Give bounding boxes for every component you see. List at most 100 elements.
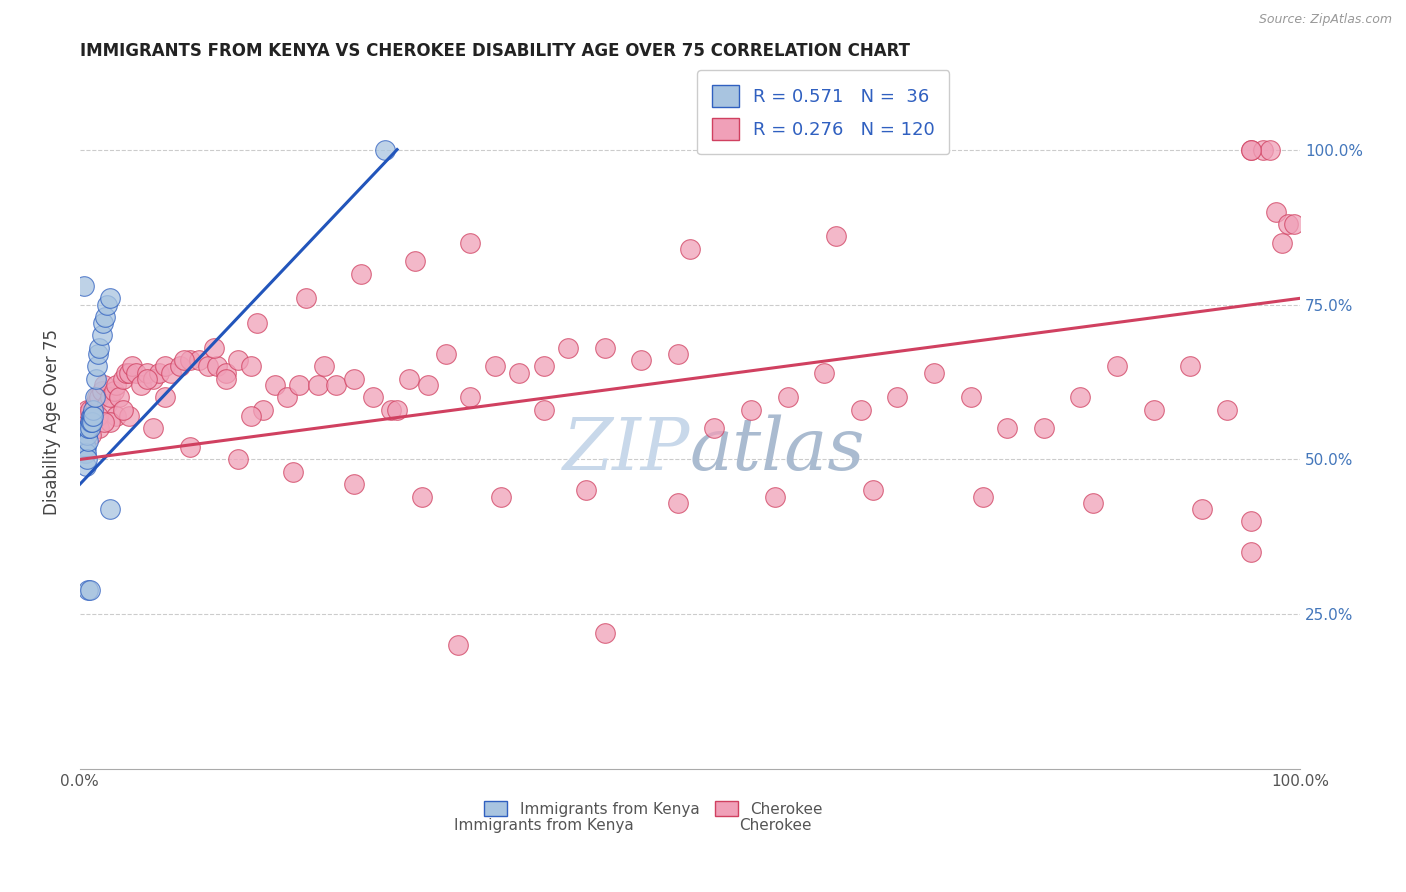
- Legend: Immigrants from Kenya, Cherokee: Immigrants from Kenya, Cherokee: [477, 793, 830, 824]
- Point: [215, 366, 238, 380]
- Point: [82, 409, 104, 423]
- Point: [416, 378, 439, 392]
- Point: [80, 409, 103, 423]
- Point: [288, 378, 311, 392]
- Point: [77, 434, 100, 448]
- Point: [325, 378, 347, 392]
- Point: [173, 353, 195, 368]
- Point: [89, 341, 111, 355]
- Point: [1258, 143, 1281, 157]
- Point: [239, 409, 262, 423]
- Point: [93, 415, 115, 429]
- Point: [434, 347, 457, 361]
- Point: [533, 402, 555, 417]
- Point: [79, 421, 101, 435]
- Point: [1240, 515, 1263, 529]
- Point: [1277, 217, 1299, 231]
- Point: [87, 347, 110, 361]
- Point: [89, 391, 111, 405]
- Point: [666, 496, 689, 510]
- Point: [1032, 421, 1054, 435]
- Point: [179, 353, 201, 368]
- Point: [215, 372, 238, 386]
- Point: [972, 490, 994, 504]
- Point: [148, 366, 170, 380]
- Point: [72, 434, 94, 448]
- Point: [197, 359, 219, 374]
- Point: [76, 421, 98, 435]
- Text: Cherokee: Cherokee: [740, 818, 811, 833]
- Point: [276, 391, 298, 405]
- Point: [679, 242, 702, 256]
- Point: [1271, 235, 1294, 250]
- Point: [96, 397, 118, 411]
- Point: [79, 415, 101, 429]
- Point: [142, 421, 165, 435]
- Point: [1069, 391, 1091, 405]
- Point: [75, 446, 97, 460]
- Point: [740, 402, 762, 417]
- Point: [703, 421, 725, 435]
- Point: [77, 582, 100, 597]
- Point: [349, 267, 371, 281]
- Text: Immigrants from Kenya: Immigrants from Kenya: [454, 818, 633, 833]
- Point: [91, 316, 114, 330]
- Point: [76, 427, 98, 442]
- Point: [79, 582, 101, 597]
- Point: [813, 366, 835, 380]
- Point: [86, 391, 108, 405]
- Point: [72, 279, 94, 293]
- Point: [80, 415, 103, 429]
- Point: [73, 446, 96, 460]
- Point: [1264, 204, 1286, 219]
- Point: [252, 402, 274, 417]
- Point: [84, 372, 107, 386]
- Point: [484, 359, 506, 374]
- Point: [404, 254, 426, 268]
- Point: [776, 391, 799, 405]
- Point: [80, 409, 103, 423]
- Point: [103, 384, 125, 399]
- Point: [995, 421, 1018, 435]
- Point: [1216, 402, 1239, 417]
- Point: [264, 378, 287, 392]
- Point: [79, 402, 101, 417]
- Point: [89, 421, 111, 435]
- Point: [76, 452, 98, 467]
- Point: [179, 440, 201, 454]
- Point: [862, 483, 884, 498]
- Point: [121, 359, 143, 374]
- Point: [72, 434, 94, 448]
- Point: [76, 402, 98, 417]
- Point: [307, 378, 329, 392]
- Point: [460, 235, 482, 250]
- Point: [83, 391, 105, 405]
- Point: [385, 402, 408, 417]
- Point: [87, 409, 110, 423]
- Point: [374, 143, 396, 157]
- Point: [100, 291, 122, 305]
- Point: [83, 397, 105, 411]
- Point: [108, 391, 131, 405]
- Point: [160, 366, 183, 380]
- Point: [922, 366, 945, 380]
- Point: [593, 341, 616, 355]
- Point: [155, 391, 177, 405]
- Point: [849, 402, 872, 417]
- Point: [75, 440, 97, 454]
- Point: [80, 409, 103, 423]
- Point: [630, 353, 652, 368]
- Point: [100, 391, 122, 405]
- Point: [1142, 402, 1164, 417]
- Point: [118, 409, 141, 423]
- Point: [77, 421, 100, 435]
- Point: [886, 391, 908, 405]
- Point: [460, 391, 482, 405]
- Point: [82, 402, 104, 417]
- Point: [111, 372, 134, 386]
- Point: [575, 483, 598, 498]
- Point: [80, 415, 103, 429]
- Point: [447, 639, 470, 653]
- Point: [959, 391, 981, 405]
- Point: [666, 347, 689, 361]
